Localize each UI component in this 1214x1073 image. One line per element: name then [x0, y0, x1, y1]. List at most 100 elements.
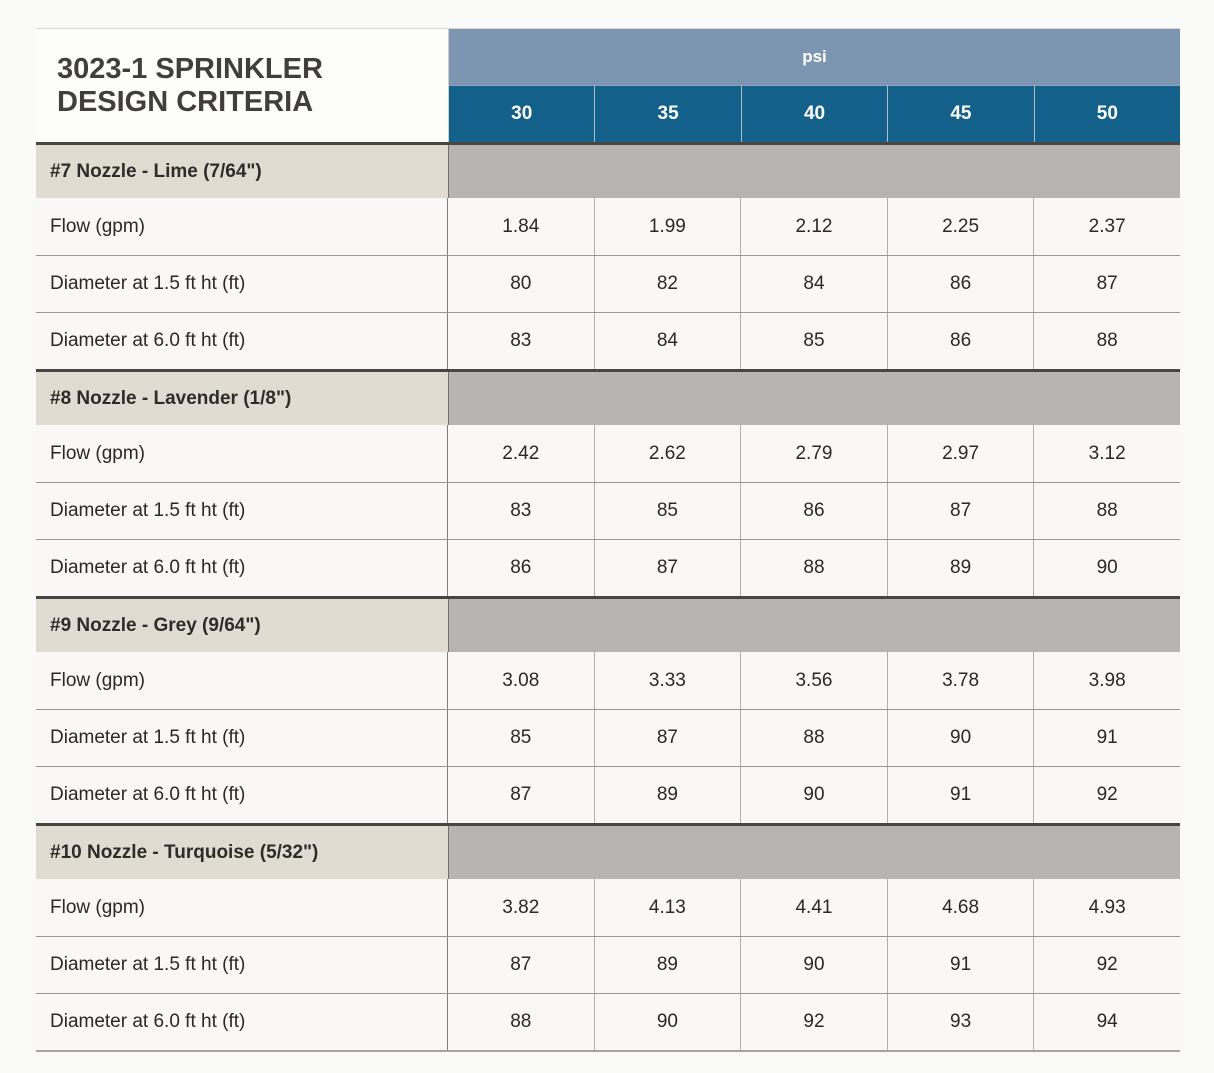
value-cell: 3.08: [502, 669, 540, 691]
value-cell: 86: [510, 557, 532, 578]
header-right: psi 30 35 40 45 50: [448, 29, 1180, 142]
value-cell: 2.42: [502, 442, 540, 464]
section-header-row: #10 Nozzle - Turquoise (5/32"): [36, 823, 1180, 879]
row-label: Flow (gpm): [36, 652, 448, 709]
value-cell: 87: [593, 710, 741, 766]
value-cell: 84: [593, 313, 741, 369]
value-cell: 2.62: [593, 425, 741, 482]
value-cell: 3.98: [1033, 652, 1180, 709]
value-cell: 87: [510, 954, 532, 975]
value-cell: 87: [593, 540, 741, 596]
row-label: Diameter at 6.0 ft ht (ft): [36, 540, 448, 596]
row-label: Diameter at 1.5 ft ht (ft): [36, 710, 448, 766]
value-cell: 88: [740, 710, 887, 766]
table-row: Diameter at 6.0 ft ht (ft) 86 87 88 89 90: [36, 539, 1180, 596]
table-row: Diameter at 1.5 ft ht (ft) 80 82 84 86 87: [36, 255, 1180, 312]
value-cell: 91: [886, 937, 1034, 993]
value-cell: 2.37: [1033, 198, 1180, 255]
value-cell: 87: [510, 784, 532, 805]
value-cell: 3.33: [593, 652, 741, 709]
table-row: Flow (gpm) 3.08 3.33 3.56 3.78 3.98: [36, 652, 1180, 709]
section-header-row: #8 Nozzle - Lavender (1/8"): [36, 369, 1180, 425]
value-cell: 84: [740, 256, 887, 312]
value-cell: 88: [1033, 483, 1180, 539]
pressure-header-50: 50: [1033, 86, 1180, 142]
value-cell: 86: [886, 313, 1034, 369]
table-row: Flow (gpm) 1.84 1.99 2.12 2.25 2.37: [36, 198, 1180, 255]
row-label: Diameter at 1.5 ft ht (ft): [36, 256, 448, 312]
value-cell: 2.25: [886, 198, 1034, 255]
table-row: Diameter at 6.0 ft ht (ft) 88 90 92 93 94: [36, 993, 1180, 1050]
value-cell: 88: [510, 1011, 532, 1032]
value-cell: 90: [740, 767, 887, 823]
value-cell: 90: [1033, 540, 1180, 596]
value-cell: 2.97: [886, 425, 1034, 482]
table-row: Diameter at 6.0 ft ht (ft) 83 84 85 86 88: [36, 312, 1180, 369]
value-cell: 85: [510, 727, 532, 748]
section-header-row: #9 Nozzle - Grey (9/64"): [36, 596, 1180, 652]
row-label: Diameter at 6.0 ft ht (ft): [36, 767, 448, 823]
psi-unit-header: psi: [449, 29, 1180, 86]
value-cell: 92: [1033, 937, 1180, 993]
table-row: Diameter at 6.0 ft ht (ft) 87 89 90 91 92: [36, 766, 1180, 823]
section-title: #7 Nozzle - Lime (7/64"): [36, 145, 448, 198]
section-title: #8 Nozzle - Lavender (1/8"): [36, 372, 448, 425]
value-cell: 89: [593, 937, 741, 993]
value-cell: 1.84: [502, 215, 540, 237]
section-title: #10 Nozzle - Turquoise (5/32"): [36, 826, 448, 879]
pressure-header-row: 30 35 40 45 50: [449, 86, 1180, 142]
value-cell: 2.79: [740, 425, 887, 482]
value-cell: 92: [1033, 767, 1180, 823]
value-cell: 91: [1033, 710, 1180, 766]
value-cell: 94: [1033, 994, 1180, 1050]
value-cell: 88: [1033, 313, 1180, 369]
value-cell: 3.82: [502, 896, 540, 918]
value-cell: 85: [593, 483, 741, 539]
table-body: #7 Nozzle - Lime (7/64") Flow (gpm) 1.84 1.…: [36, 142, 1180, 1050]
value-cell: 90: [740, 937, 887, 993]
table-row: Flow (gpm) 3.82 4.13 4.41 4.68 4.93: [36, 879, 1180, 936]
row-label: Diameter at 6.0 ft ht (ft): [36, 994, 448, 1050]
row-label: Diameter at 1.5 ft ht (ft): [36, 483, 448, 539]
sprinkler-design-table: 3023-1 SPRINKLER DESIGN CRITERIA psi 30 3…: [36, 28, 1180, 1052]
table-row: Diameter at 1.5 ft ht (ft) 85 87 88 90 91: [36, 709, 1180, 766]
value-cell: 87: [886, 483, 1034, 539]
table-header: 3023-1 SPRINKLER DESIGN CRITERIA psi 30 3…: [36, 29, 1180, 142]
section-header-fill: [448, 145, 1180, 198]
value-cell: 82: [593, 256, 741, 312]
section-title: #9 Nozzle - Grey (9/64"): [36, 599, 448, 652]
table-row: Diameter at 1.5 ft ht (ft) 83 85 86 87 88: [36, 482, 1180, 539]
value-cell: 91: [886, 767, 1034, 823]
value-cell: 93: [886, 994, 1034, 1050]
value-cell: 3.56: [740, 652, 887, 709]
row-label: Diameter at 6.0 ft ht (ft): [36, 313, 448, 369]
value-cell: 2.12: [740, 198, 887, 255]
value-cell: 3.78: [886, 652, 1034, 709]
table-row: Flow (gpm) 2.42 2.62 2.79 2.97 3.12: [36, 425, 1180, 482]
value-cell: 4.68: [886, 879, 1034, 936]
value-cell: 85: [740, 313, 887, 369]
row-label: Flow (gpm): [36, 425, 448, 482]
row-label: Flow (gpm): [36, 879, 448, 936]
pressure-header-30: 30: [511, 103, 533, 124]
value-cell: 83: [510, 330, 532, 351]
value-cell: 89: [593, 767, 741, 823]
value-cell: 3.12: [1033, 425, 1180, 482]
value-cell: 80: [510, 273, 532, 294]
value-cell: 89: [886, 540, 1034, 596]
pressure-header-35: 35: [594, 86, 740, 142]
pressure-header-40: 40: [740, 86, 887, 142]
section-header-row: #7 Nozzle - Lime (7/64"): [36, 142, 1180, 198]
table-row: Diameter at 1.5 ft ht (ft) 87 89 90 91 92: [36, 936, 1180, 993]
value-cell: 4.93: [1033, 879, 1180, 936]
row-label: Flow (gpm): [36, 198, 448, 255]
value-cell: 92: [740, 994, 887, 1050]
pressure-header-45: 45: [887, 86, 1033, 142]
section-header-fill: [448, 372, 1180, 425]
value-cell: 86: [886, 256, 1034, 312]
section-header-fill: [448, 599, 1180, 652]
value-cell: 90: [886, 710, 1034, 766]
value-cell: 90: [593, 994, 741, 1050]
value-cell: 87: [1033, 256, 1180, 312]
value-cell: 83: [510, 500, 532, 521]
